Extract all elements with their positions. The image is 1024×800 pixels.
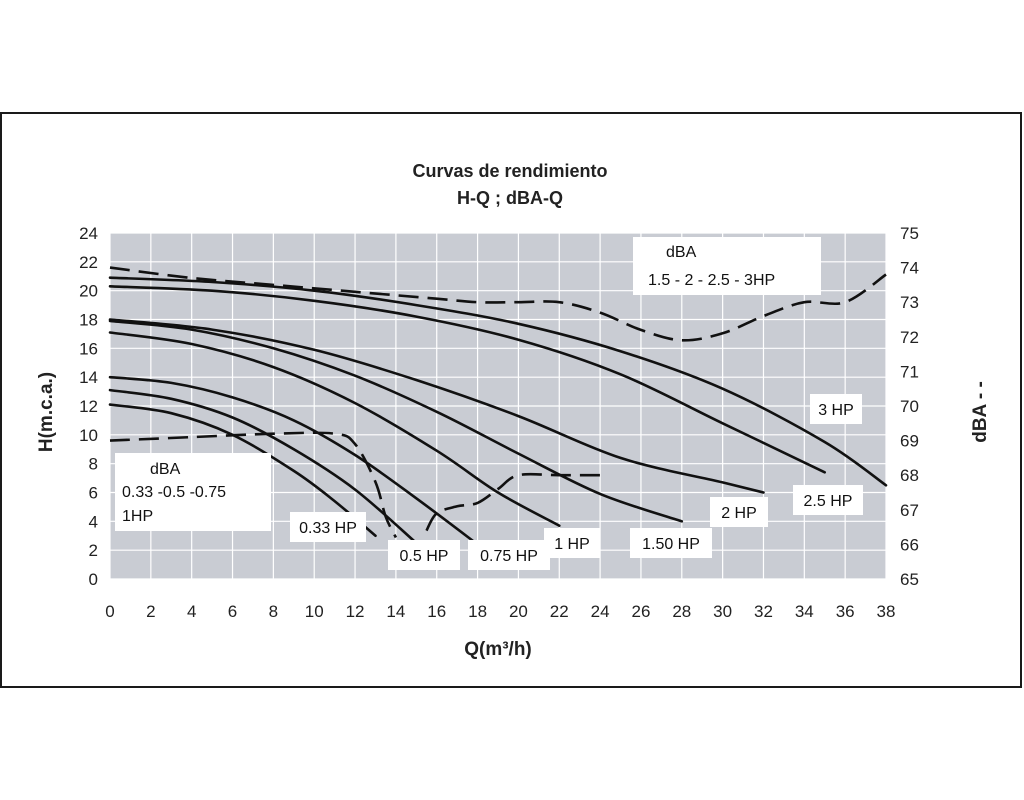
curve-label-box-7 — [810, 394, 862, 424]
dba-legend-line-0-1: 1.5 - 2 - 2.5 - 3HP — [648, 272, 775, 289]
x-tick-5: 10 — [305, 602, 324, 621]
series-line-1 — [108, 388, 418, 545]
tick-labels: 0 2 4 6 8 10 12 14 16 18 20 22 24 26 28 30 32 34 36 3802468… — [79, 224, 919, 621]
y2-tick-6: 71 — [900, 362, 919, 381]
series-line-9 — [109, 431, 398, 539]
y-tick-5: 10 — [79, 426, 98, 445]
x-axis-title: Q(m³/h) — [464, 639, 532, 660]
curve-label-5: 2 HP — [721, 505, 757, 522]
curve-label-box-5 — [710, 497, 768, 527]
x-tick-11: 22 — [550, 602, 569, 621]
y-tick-3: 6 — [89, 484, 98, 503]
x-tick-3: 6 — [228, 602, 237, 621]
curve-label-2: 0.75 HP — [480, 548, 538, 565]
y2-tick-8: 73 — [900, 293, 919, 312]
curve-label-3: 1 HP — [554, 536, 590, 553]
y-tick-12: 24 — [79, 224, 98, 243]
curve-label-0: 0.33 HP — [299, 520, 357, 537]
x-tick-16: 32 — [754, 602, 773, 621]
y2-tick-3: 68 — [900, 466, 919, 485]
curve-label-7: 3 HP — [818, 402, 854, 419]
y-tick-0: 0 — [89, 570, 98, 589]
y-tick-11: 22 — [79, 253, 98, 272]
curve-label-box-3 — [544, 528, 600, 558]
y-tick-4: 8 — [89, 455, 98, 474]
dba-legend-line-0-0: dBA — [666, 244, 697, 261]
dba-legend-line-1-2: 1HP — [122, 508, 153, 525]
y-tick-6: 12 — [79, 397, 98, 416]
y2-tick-9: 74 — [900, 259, 919, 278]
x-tick-7: 14 — [386, 602, 405, 621]
x-tick-18: 36 — [836, 602, 855, 621]
y-axis-title: H(m.c.a.) — [36, 372, 57, 452]
x-tick-17: 34 — [795, 602, 814, 621]
y-tick-8: 16 — [79, 339, 98, 358]
x-tick-8: 16 — [427, 602, 446, 621]
chart-subtitle: H-Q ; dBA-Q — [457, 188, 563, 208]
curve-label-1: 0.5 HP — [400, 548, 449, 565]
y-tick-2: 4 — [89, 512, 98, 531]
dba-legend-line-1-0: dBA — [150, 461, 181, 478]
x-tick-13: 26 — [631, 602, 650, 621]
x-tick-6: 12 — [346, 602, 365, 621]
y2-tick-2: 67 — [900, 501, 919, 520]
curve-label-4: 1.50 HP — [642, 536, 700, 553]
series-line-6 — [108, 285, 826, 474]
y2-tick-0: 65 — [900, 570, 919, 589]
y-tick-10: 20 — [79, 282, 98, 301]
series-line-4 — [108, 319, 684, 523]
x-tick-2: 4 — [187, 602, 196, 621]
y2-tick-4: 69 — [900, 432, 919, 451]
x-tick-9: 18 — [468, 602, 487, 621]
curve-label-6: 2.5 HP — [804, 493, 853, 510]
x-tick-0: 0 — [105, 602, 114, 621]
series-line-5 — [108, 318, 765, 494]
y2-axis-title: dBA - - — [970, 381, 991, 443]
chart-title: Curvas de rendimiento — [412, 161, 607, 181]
y2-tick-7: 72 — [900, 328, 919, 347]
curve-label-box-2 — [468, 540, 550, 570]
pump-curves — [108, 266, 888, 546]
annotation-boxes: 0.33 HP 0.5 HP 0.75 HP 1 HP 1.50 HP 2 HP 2.5 H… — [115, 237, 863, 570]
x-tick-15: 30 — [713, 602, 732, 621]
series-line-3 — [108, 331, 561, 527]
series-line-0 — [108, 403, 377, 538]
series-line-7 — [108, 276, 888, 487]
dba-legend-box-1 — [115, 453, 271, 531]
x-tick-14: 28 — [672, 602, 691, 621]
y-tick-7: 14 — [79, 368, 98, 387]
series-line-10 — [425, 472, 601, 532]
dba-legend-box-0 — [633, 237, 821, 295]
curve-label-box-1 — [388, 540, 460, 570]
y2-tick-5: 70 — [900, 397, 919, 416]
series-line-8 — [109, 266, 887, 342]
y2-tick-1: 66 — [900, 535, 919, 554]
x-tick-10: 20 — [509, 602, 528, 621]
dba-legend-line-1-1: 0.33 -0.5 -0.75 — [122, 484, 226, 501]
curve-label-box-4 — [630, 528, 712, 558]
series-line-2 — [108, 375, 479, 546]
y-tick-9: 18 — [79, 311, 98, 330]
curve-label-box-0 — [290, 512, 366, 542]
x-tick-4: 8 — [269, 602, 278, 621]
y-tick-1: 2 — [89, 541, 98, 560]
curve-label-box-6 — [793, 485, 863, 515]
x-tick-1: 2 — [146, 602, 155, 621]
x-tick-19: 38 — [877, 602, 896, 621]
y2-tick-10: 75 — [900, 224, 919, 243]
x-tick-12: 24 — [591, 602, 610, 621]
